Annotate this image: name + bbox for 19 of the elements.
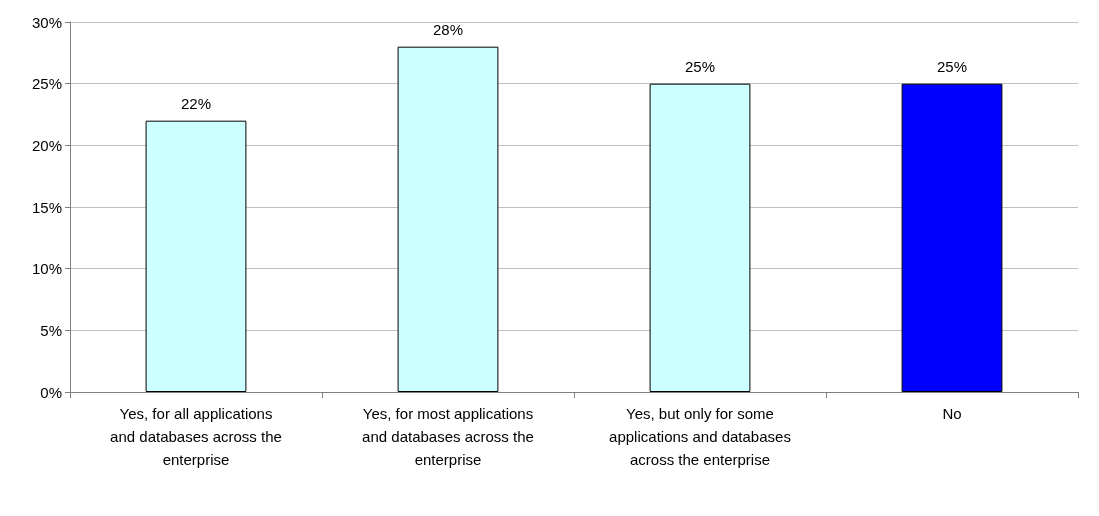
x-tick-label: No xyxy=(942,405,962,422)
data-label: 25% xyxy=(936,57,968,75)
x-tick-label: Yes, for most applications and databases across the enterprise xyxy=(362,405,534,468)
bar xyxy=(397,46,499,392)
y-tick-label: 10% xyxy=(31,260,62,278)
data-label: 28% xyxy=(432,20,464,38)
y-tick-label: 5% xyxy=(40,321,62,339)
bar xyxy=(901,83,1003,392)
y-tick-label: 25% xyxy=(31,75,62,93)
x-tick-label: Yes, for all applications and databases across the enterprise xyxy=(110,405,282,468)
y-tick-label: 30% xyxy=(31,13,62,31)
data-label: 22% xyxy=(180,94,212,112)
data-label: 25% xyxy=(684,57,716,75)
bar xyxy=(649,83,751,392)
y-tick-label: 0% xyxy=(40,383,62,401)
y-tick-label: 20% xyxy=(31,136,62,154)
x-tick-label: Yes, but only for some applications and databases across the enterprise xyxy=(609,405,791,468)
bar xyxy=(145,120,247,392)
y-tick-label: 15% xyxy=(31,198,62,216)
